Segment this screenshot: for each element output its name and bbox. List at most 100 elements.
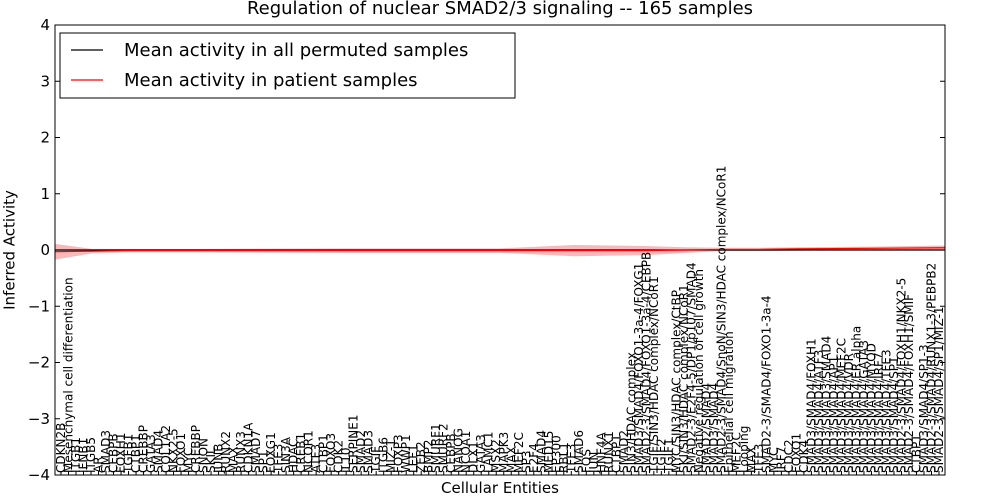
x-tick-label: SIN3/HDAC complex [624, 352, 638, 473]
x-tick-label: SMAD3/SMAD4/MYOD [864, 343, 878, 473]
x-tick-label: MSX2 [489, 439, 503, 473]
x-tick-label: SMAD3/SMAD4/FOXH1 [804, 338, 818, 473]
x-tick-label: IRF7 [774, 447, 788, 473]
x-tick-label: LAMC1 [482, 431, 496, 473]
x-tick-label: SMAD2-3/E2F4-5/DP1/p107/SMAD4 [684, 262, 698, 473]
x-tick-label: MYC [767, 448, 781, 473]
x-tick-label: CEBPB [444, 433, 458, 473]
x-tick-label: SMAD3/SMAD4/ATF3 [812, 350, 826, 473]
legend: Mean activity in all permuted samples Me… [59, 32, 516, 99]
series-line-patient [54, 247, 946, 253]
y-tick-label: 1 [40, 185, 50, 203]
x-tick-label: TGFB1 [122, 434, 136, 474]
x-tick-label: CDKN1A [242, 422, 256, 473]
x-tick-label: ITGB1 [69, 437, 83, 473]
x-tick-label: RUNX2 [219, 431, 233, 473]
x-tick-label: CREB1 [294, 433, 308, 473]
x-tick-label: HDAC [287, 439, 301, 473]
x-tick-label: JUN [587, 452, 601, 474]
x-tick-label: SMAD3/SMAD4/SP1-3 [917, 344, 931, 473]
x-tick-label: SMAD2 [354, 430, 368, 473]
x-tick-label: SKI/SIN3/HDAC complex/NCoR1 [677, 284, 691, 473]
x-tick-label: CTBP1 [909, 434, 923, 473]
x-tick-label: SIN3A [279, 436, 293, 473]
x-tick-label: SMAD3/SMAD4/FOXO1-3a-4/FOXG1 [632, 263, 646, 473]
x-tick-label: RUNX3 [234, 431, 248, 473]
plot-area [54, 24, 946, 476]
x-tick-label: CREBBP [189, 425, 203, 473]
x-tick-label: CDC2 [782, 439, 796, 473]
x-tick-label: SMURF1 [429, 423, 443, 473]
x-tick-label: HNF4A [594, 431, 608, 473]
x-tick-label: ZEB2 [414, 441, 428, 473]
x-tick-label: MAX [744, 446, 758, 473]
spread-band-layer [55, 243, 945, 260]
x-tick-label: CREBBP [137, 425, 151, 473]
x-tick-label: FOXO1 [174, 433, 188, 473]
y-tick-label: 0 [40, 241, 50, 259]
x-tick-label: SKIL [204, 447, 218, 473]
x-tick-label: SMAD2-3/SMAD4/RUNX1-3/PEBPB2 [924, 263, 938, 473]
x-tick-label: CTBP1 [129, 434, 143, 473]
x-tick-label: MYC/SIN3/HDAC complex/CtBP [669, 290, 683, 473]
x-tick-label: NCOR1 [302, 430, 316, 473]
x-tick-label: IFNB1 [77, 438, 91, 473]
x-tick-label: SMAD3/SMAD4 [707, 383, 721, 473]
x-tick-label: MEF2C [512, 432, 526, 473]
x-tick-label: Mesenchymal cell differentiation [62, 277, 76, 473]
x-tick-label: RUNX1 [602, 431, 616, 473]
x-tick-label: E2F4 [527, 443, 541, 473]
chart-title: Regulation of nuclear SMAD2/3 signaling … [247, 0, 753, 19]
x-tick-label: RBL1 [557, 442, 571, 473]
x-tick-label: SMAD3/SMAD4/SP1 [887, 356, 901, 473]
x-tick-label: COL1A2 [159, 425, 173, 473]
y-tick-label: 4 [40, 16, 50, 34]
y-axis-label: Inferred Activity [1, 190, 19, 310]
x-tick-label: ITGB5 [84, 437, 98, 473]
x-tick-label: FOXH1 [114, 433, 128, 473]
legend-box [59, 32, 516, 99]
x-tick-label: SMAD3/SMAD4/VDR [842, 353, 856, 473]
x-tick-label: SMAD4 [152, 430, 166, 473]
x-tick-label: NKX2-5 [167, 428, 181, 473]
x-tick-label: MYC [182, 448, 196, 473]
x-tick-label: TFE3 [272, 444, 286, 474]
x-tick-label: ITGB6 [377, 437, 391, 473]
x-tick-label: SMAD2-3/SMAD4/FOXH1/SMIF [902, 294, 916, 473]
x-tick-label: SMAD3 [362, 430, 376, 473]
x-tick-label: Looping [737, 426, 751, 473]
x-tick-label: CEBPB [107, 433, 121, 473]
x-tick-label: TGIF [369, 446, 383, 474]
x-tick-label: CDKN2B [54, 423, 68, 473]
legend-label-patient: Mean activity in patient samples [124, 70, 418, 91]
x-tick-label: FOXP3 [392, 434, 406, 473]
x-tick-label: CDK4 [797, 440, 811, 473]
x-tick-label: FOXO1 [789, 433, 803, 473]
x-tick-label: AR [92, 456, 106, 473]
x-tick-label: FOXO3 [324, 433, 338, 473]
x-tick-label: GATA3 [474, 434, 488, 473]
x-tick-label: BMP2 [422, 440, 436, 473]
x-tick-label: SMAD2-3/SMAD4/FOXO1-3a-4/CEBPB [639, 252, 653, 473]
x-tick-label: DLX1 [467, 441, 481, 473]
x-tick-label: SMAD3/SMAD4/IRF7 [872, 352, 886, 473]
x-tick-label: SMAD2-3/SMAD4/SP1/MIZ-1 [932, 306, 946, 473]
x-tick-label: SMURF2 [437, 423, 451, 473]
x-tick-label: SMAD2-3/SMAD4/FOXO1-3a-4 [759, 295, 773, 473]
x-tick-label: SMAD2-3/SMAD4/FOXH1/NKX2-5 [894, 278, 908, 473]
x-tick-label: LEF1 [407, 444, 421, 473]
x-tick-label: Epithelial cell migration [722, 331, 736, 473]
legend-label-permuted: Mean activity in all permuted samples [124, 40, 468, 61]
x-tick-label: SMAD3/SMAD4/TFE3 [879, 349, 893, 473]
x-tick-label: NANOG [452, 428, 466, 473]
x-tick-label: NCOA1 [459, 431, 473, 473]
x-tick-label: TFE3 [564, 444, 578, 474]
x-tick-label: SP3 [519, 451, 533, 474]
y-tick-label: −3 [28, 410, 50, 428]
y-tick-label: −1 [28, 297, 50, 315]
y-tick-label: −2 [28, 354, 50, 372]
series-layer [54, 247, 946, 253]
x-tick-label: SMAD7 [249, 430, 263, 473]
